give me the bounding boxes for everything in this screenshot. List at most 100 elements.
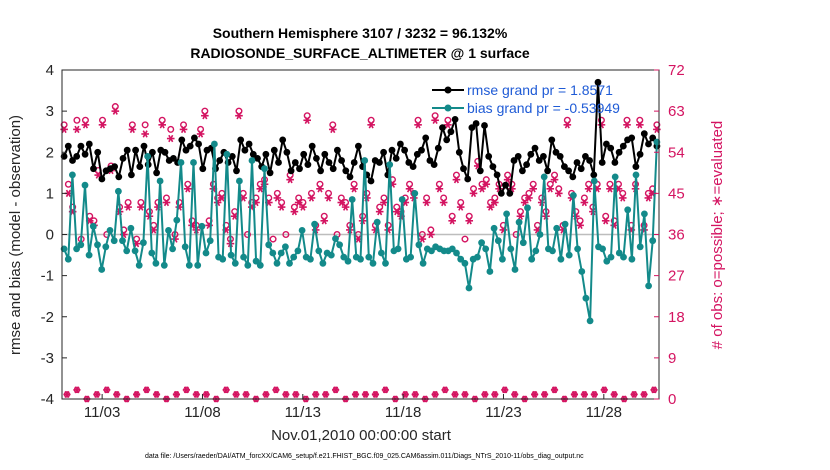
obs-possible-point [491,194,499,202]
rmse-point [123,146,131,154]
obs-possible-point [278,199,286,207]
rmse-point [249,150,257,158]
obs-evaluated-point [124,203,132,211]
obs-evaluated-point [456,203,465,211]
x-tick-label: 11/23 [485,404,521,421]
bias-point [620,253,627,261]
rmse-point [266,169,274,177]
obs-evaluated-low-point [590,390,598,398]
obs-possible-point [303,112,311,120]
bias-point [282,243,289,251]
rmse-point [90,165,97,173]
bias-point [127,224,135,232]
obs-possible-point [81,116,89,124]
obs-evaluated-point [576,221,584,230]
obs-possible-point [316,180,324,188]
rmse-point [577,165,585,173]
obs-possible-point [342,199,350,207]
rmse-point [409,163,417,171]
obs-evaluated-point [435,185,444,193]
obs-evaluated-low-point [63,390,71,398]
obs-possible-point [435,180,443,188]
rmse-point [388,146,396,154]
obs-evaluated-point [303,116,311,124]
bias-point [411,190,419,197]
rmse-point [346,173,354,181]
obs-evaluated-low-point [232,390,240,398]
obs-evaluated-point [196,130,205,138]
obs-possible-point [444,116,452,124]
bias-point [223,150,231,158]
obs-evaluated-point [98,121,107,129]
rmse-point [636,150,644,158]
obs-possible-point [137,199,145,207]
rmse-point [64,142,72,150]
y2-tick-label: 45 [668,185,685,202]
rmse-point [111,163,118,171]
rmse-point [619,142,627,150]
obs-possible-point [580,194,588,202]
obs-evaluated-point [307,194,316,202]
y2-axis-label: # of obs: o=possible; ∗=evaluated [709,121,726,350]
rmse-point [405,159,413,166]
rmse-point [506,190,514,197]
bias-point [590,177,598,185]
rmse-point [254,155,261,162]
rmse-point [216,157,224,164]
rmse-point [443,136,451,144]
y-tick-label: 4 [46,62,54,79]
bias-point [198,222,206,230]
obs-possible-point [320,212,328,220]
bias-point [382,259,389,267]
bias-point [553,224,561,232]
bias-point [73,245,80,253]
rmse-point [556,153,564,160]
bias-point [586,317,594,325]
rmse-point [233,167,240,175]
rmse-point [308,142,316,150]
rmse-point [460,165,467,173]
bias-point [582,294,590,302]
bias-point [524,204,531,212]
y-tick-label: 3 [46,103,54,120]
rmse-point [582,153,589,160]
bias-point [165,227,172,234]
obs-evaluated-low-point [511,390,519,398]
obs-evaluated-low-point [172,390,181,398]
obs-evaluated-point [431,116,439,124]
obs-possible-point [99,116,107,124]
obs-possible-point [440,194,448,202]
bias-point [319,259,327,267]
legend-rmse-marker [444,86,452,94]
y2-tick-label: 54 [668,144,685,161]
obs-possible-point [623,116,631,124]
obs-possible-point [350,180,358,188]
rmse-point [489,163,497,171]
legend-rmse-label: rmse grand pr = 1.8571 [467,82,613,98]
obs-evaluated-low-point [411,390,419,398]
bias-point [227,251,235,259]
obs-evaluated-point [550,175,559,184]
bias-point [269,249,277,257]
rmse-point [313,155,320,162]
bias-point [486,268,494,275]
bias-point [85,251,93,259]
obs-possible-point [414,116,422,124]
x-tick-label: 11/28 [586,404,622,421]
bias-point [649,237,657,245]
obs-evaluated-point [201,112,209,120]
obs-evaluated-point [503,175,512,184]
obs-evaluated-low-point [103,386,111,394]
bias-point [386,161,394,169]
obs-evaluated-low-point [182,386,190,394]
bias-point [77,241,85,249]
obs-evaluated-low-point [580,390,588,398]
bias-point [98,266,106,273]
rmse-point [287,167,295,175]
rmse-point [552,148,560,156]
obs-evaluated-point [392,207,401,216]
bias-point [574,245,581,253]
obs-evaluated-low-point [142,386,151,394]
obs-evaluated-low-point [133,390,141,398]
bias-point [453,249,460,257]
